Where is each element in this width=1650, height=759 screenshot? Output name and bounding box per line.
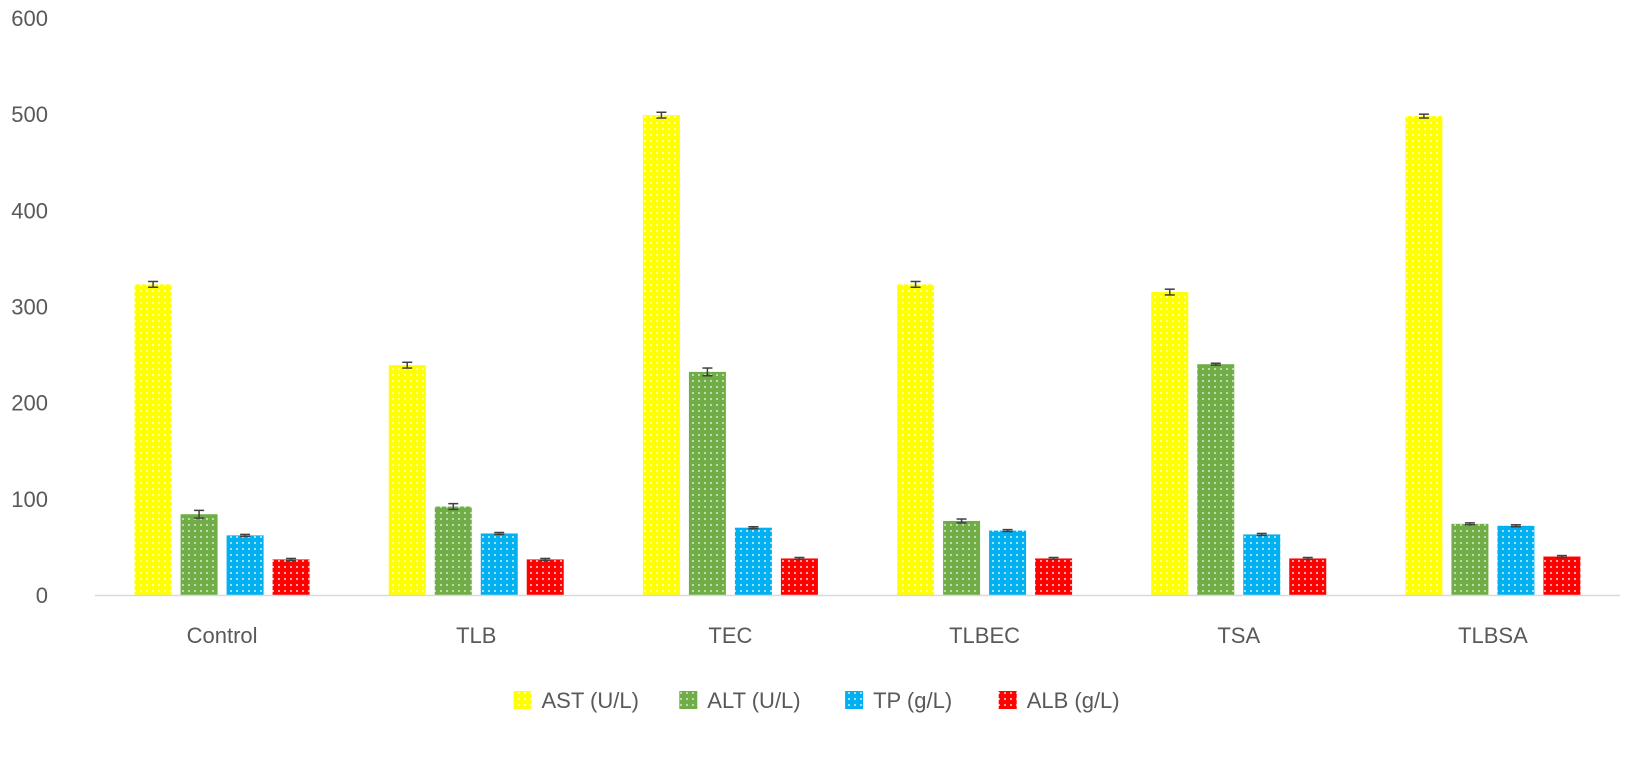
bar-control-series-3 xyxy=(272,559,310,595)
bar-tlb-series-2 xyxy=(480,533,518,595)
legend-swatch xyxy=(998,691,1017,709)
bar-tlbsa-series-0 xyxy=(1405,116,1443,595)
bar-tec-series-0 xyxy=(642,115,680,596)
legend-label: TP (g/L) xyxy=(873,688,952,713)
bar-tlbec-series-3 xyxy=(1035,558,1073,595)
bar-tsa-series-2 xyxy=(1243,534,1281,595)
bar-tsa-series-3 xyxy=(1289,558,1327,595)
error-bar xyxy=(1210,362,1221,366)
error-bar xyxy=(402,361,413,369)
error-bar xyxy=(1048,556,1059,561)
legend-item: ALB (g/L) xyxy=(998,688,1120,713)
error-bar xyxy=(494,531,505,536)
error-bar xyxy=(286,557,297,562)
bar-tsa-series-1 xyxy=(1197,364,1235,595)
error-bar xyxy=(1002,528,1013,533)
error-bar xyxy=(910,280,921,289)
x-axis: Control TLB TEC TLBEC TSA TLBSA xyxy=(95,594,1620,648)
bar-control-series-2 xyxy=(226,535,264,595)
legend-swatch xyxy=(513,691,532,709)
error-bar xyxy=(1164,288,1175,296)
error-bar xyxy=(794,556,805,561)
bars-group xyxy=(134,111,1581,596)
y-tick-label: 300 xyxy=(11,295,48,320)
y-tick-label: 200 xyxy=(11,391,48,416)
bar-tlbsa-series-1 xyxy=(1451,523,1489,595)
y-tick-label: 400 xyxy=(11,198,48,223)
bar-tlb-series-3 xyxy=(526,559,564,595)
error-bar xyxy=(540,557,551,562)
error-bar xyxy=(1510,524,1521,528)
x-tick-label: Control xyxy=(187,623,258,648)
legend: AST (U/L) ALT (U/L) TP (g/L) ALB (g/L) xyxy=(513,688,1120,713)
error-bar xyxy=(194,509,205,519)
error-bar xyxy=(1256,532,1267,537)
bar-tlb-series-1 xyxy=(434,506,472,595)
x-tick-label: TLBSA xyxy=(1458,623,1528,648)
error-bar xyxy=(1464,522,1475,526)
bar-tec-series-1 xyxy=(688,371,726,595)
legend-item: ALT (U/L) xyxy=(679,688,801,713)
bar-tlb-series-0 xyxy=(388,365,426,595)
bar-tsa-series-0 xyxy=(1151,292,1189,595)
x-tick-label: TEC xyxy=(708,623,752,648)
error-bar xyxy=(1302,556,1313,561)
error-bar xyxy=(956,518,967,524)
legend-label: ALT (U/L) xyxy=(707,688,800,713)
bar-tec-series-2 xyxy=(734,527,772,595)
bar-control-series-1 xyxy=(180,514,218,595)
error-bar xyxy=(1556,554,1567,559)
x-tick-label: TLBEC xyxy=(949,623,1020,648)
bar-tec-series-3 xyxy=(780,558,818,595)
bar-tlbsa-series-3 xyxy=(1543,556,1581,595)
bar-tlbec-series-0 xyxy=(897,284,935,595)
error-bar xyxy=(656,111,667,119)
error-bar xyxy=(702,367,713,377)
y-tick-label: 600 xyxy=(11,6,48,31)
y-tick-label: 500 xyxy=(11,102,48,127)
x-tick-label: TLB xyxy=(456,623,496,648)
y-axis: 0 100 200 300 400 500 600 xyxy=(11,6,48,608)
error-bar xyxy=(448,502,459,511)
legend-label: ALB (g/L) xyxy=(1027,688,1120,713)
bar-tlbsa-series-2 xyxy=(1497,525,1535,595)
bar-tlbec-series-2 xyxy=(989,530,1027,595)
x-tick-label: TSA xyxy=(1217,623,1260,648)
error-bar xyxy=(748,525,759,530)
y-tick-label: 100 xyxy=(11,487,48,512)
error-bar xyxy=(1418,113,1429,119)
legend-swatch xyxy=(845,691,864,709)
error-bar xyxy=(148,280,159,289)
error-bar xyxy=(240,533,251,538)
legend-label: AST (U/L) xyxy=(542,688,639,713)
legend-item: AST (U/L) xyxy=(513,688,639,713)
bar-tlbec-series-1 xyxy=(943,520,981,595)
bar-control-series-0 xyxy=(134,284,172,595)
y-tick-label: 0 xyxy=(36,583,48,608)
legend-swatch xyxy=(679,691,698,709)
legend-item: TP (g/L) xyxy=(845,688,952,713)
